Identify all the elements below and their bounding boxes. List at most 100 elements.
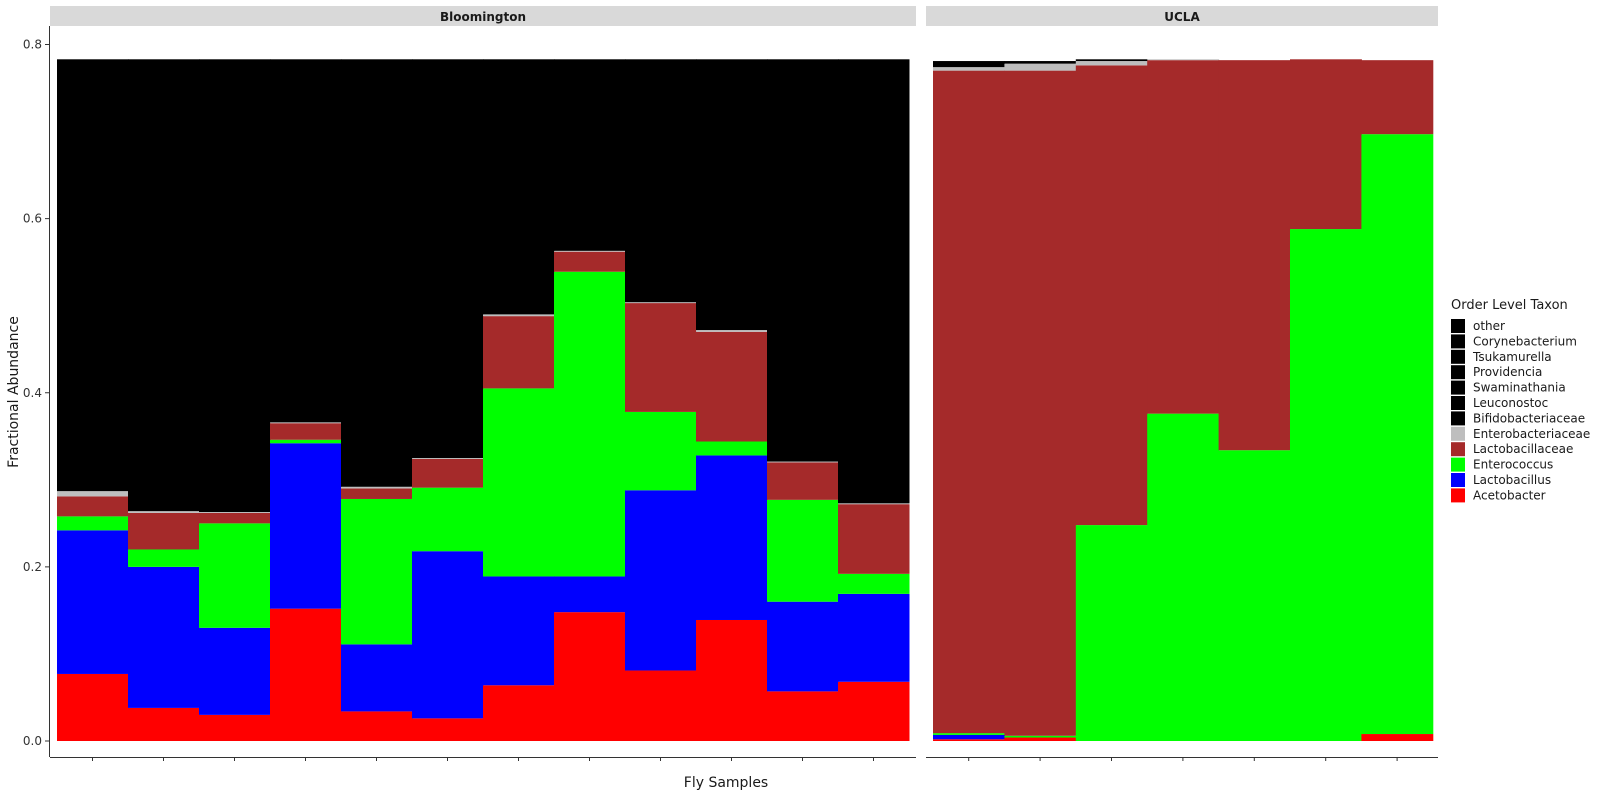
legend-swatch-leuconostoc — [1451, 396, 1465, 410]
bar-sample-5 — [341, 59, 413, 741]
legend-label: Bifidobacteriaceae — [1473, 411, 1585, 425]
bar-segment-lactobacillus — [128, 566, 200, 708]
legend-label: Lactobacillaceae — [1473, 442, 1573, 456]
bar-segment-other — [483, 59, 555, 315]
bar-segment-enterococcus — [341, 498, 413, 645]
bar-segment-lactobacillaceae — [1361, 60, 1434, 135]
bar-sample-3 — [199, 59, 271, 741]
bar-segment-enterobacteriaceae — [341, 486, 413, 489]
bar-segment-other — [1004, 61, 1077, 64]
bar-segment-enterococcus — [1147, 413, 1220, 741]
y-tick-label: 0.8 — [23, 38, 42, 52]
bar-segment-other — [341, 59, 413, 487]
bar-segment-lactobacillaceae — [933, 70, 1005, 734]
bar-segment-lactobacillus — [483, 576, 555, 686]
bar-segment-enterobacteriaceae — [696, 330, 768, 332]
facet-label: Bloomington — [440, 10, 526, 24]
bar-segment-enterococcus — [696, 441, 768, 456]
legend-swatch-bifidobacteriaceae — [1451, 411, 1465, 426]
bar-segment-other — [57, 59, 129, 492]
x-axis-title: Fly Samples — [684, 775, 768, 791]
bar-segment-other — [199, 59, 271, 513]
bar-segment-lactobacillaceae — [1075, 65, 1148, 526]
bar-segment-enterobacteriaceae — [933, 67, 1005, 71]
bar-sample-5 — [1218, 60, 1291, 741]
bar-segment-lactobacillaceae — [483, 316, 555, 389]
legend-swatch-other — [1451, 319, 1465, 333]
bar-segment-other — [767, 59, 839, 462]
bar-segment-enterococcus — [270, 439, 342, 444]
bar-sample-4 — [1147, 59, 1220, 741]
bar-segment-other — [933, 61, 1005, 68]
bar-segment-enterococcus — [625, 411, 697, 491]
bar-segment-acetobacter — [57, 673, 129, 741]
bar-segment-lactobacillus — [341, 644, 413, 712]
bar-segment-lactobacillaceae — [199, 512, 271, 524]
bar-segment-lactobacillus — [838, 593, 910, 682]
bar-segment-lactobacillaceae — [1290, 59, 1362, 230]
bar-segment-lactobacillaceae — [696, 331, 768, 442]
bar-segment-lactobacillus — [57, 530, 129, 674]
legend-label: Corynebacterium — [1473, 334, 1577, 348]
bar-segment-acetobacter — [696, 619, 768, 741]
bar-segment-other — [128, 59, 200, 512]
bar-segment-lactobacillaceae — [128, 512, 200, 550]
bar-segment-enterobacteriaceae — [412, 458, 484, 459]
bar-segment-enterobacteriaceae — [1004, 63, 1077, 71]
bar-segment-enterobacteriaceae — [483, 314, 555, 317]
y-tick-label: 0.4 — [23, 386, 42, 400]
bar-segment-lactobacillus — [767, 601, 839, 692]
bar-segment-enterococcus — [1075, 525, 1148, 741]
bar-segment-lactobacillaceae — [625, 303, 697, 412]
legend-swatch-enterococcus — [1451, 457, 1465, 472]
bar-segment-other — [1075, 59, 1148, 62]
bar-segment-acetobacter — [199, 714, 271, 741]
legend-swatch-providencia — [1451, 365, 1465, 380]
bar-segment-other — [270, 59, 342, 423]
bar-sample-1 — [57, 59, 129, 741]
bar-segment-enterococcus — [128, 549, 200, 567]
bar-segment-enterobacteriaceae — [1147, 59, 1220, 61]
bar-segment-lactobacillaceae — [57, 496, 129, 517]
bar-segment-lactobacillus — [199, 627, 271, 715]
legend-swatch-acetobacter — [1451, 488, 1465, 503]
legend-swatch-lactobacillus — [1451, 473, 1465, 487]
facet-strip — [50, 6, 916, 26]
bar-segment-acetobacter — [838, 681, 910, 741]
bar-segment-enterococcus — [1290, 229, 1362, 741]
bar-segment-enterococcus — [933, 733, 1005, 735]
bar-sample-12 — [838, 59, 910, 741]
bar-segment-enterococcus — [1361, 134, 1434, 735]
bar-sample-10 — [696, 59, 768, 741]
legend-label: Enterobacteriaceae — [1473, 427, 1590, 441]
bar-segment-enterobacteriaceae — [128, 511, 200, 513]
bar-segment-enterobacteriaceae — [554, 250, 626, 252]
bar-segment-acetobacter — [625, 670, 697, 741]
legend-label: Swaminathania — [1473, 381, 1566, 395]
bar-segment-acetobacter — [128, 707, 200, 741]
bar-segment-acetobacter — [1004, 737, 1077, 741]
bar-sample-8 — [554, 59, 626, 741]
bar-segment-lactobacillus — [625, 490, 697, 671]
bar-sample-9 — [625, 59, 697, 741]
bar-sample-7 — [483, 59, 555, 741]
bar-segment-enterococcus — [838, 573, 910, 594]
bar-segment-enterobacteriaceae — [199, 512, 271, 513]
bar-segment-acetobacter — [767, 691, 839, 741]
legend-swatch-enterobacteriaceae — [1451, 426, 1465, 441]
bar-sample-6 — [1290, 59, 1362, 741]
bar-segment-enterococcus — [57, 516, 129, 531]
bar-segment-lactobacillaceae — [554, 251, 626, 272]
bar-segment-enterobacteriaceae — [838, 503, 910, 505]
bar-segment-lactobacillus — [696, 455, 768, 620]
legend-title: Order Level Taxon — [1451, 298, 1568, 313]
y-axis-title: Fractional Abundance — [6, 316, 22, 468]
panel-ucla: UCLA — [926, 6, 1438, 761]
legend-label: Providencia — [1473, 365, 1542, 379]
bar-segment-lactobacillaceae — [1218, 60, 1291, 451]
bar-segment-other — [696, 59, 768, 331]
bar-segment-enterococcus — [1218, 450, 1291, 741]
bar-segment-lactobacillus — [554, 576, 626, 613]
bar-segment-acetobacter — [270, 608, 342, 741]
